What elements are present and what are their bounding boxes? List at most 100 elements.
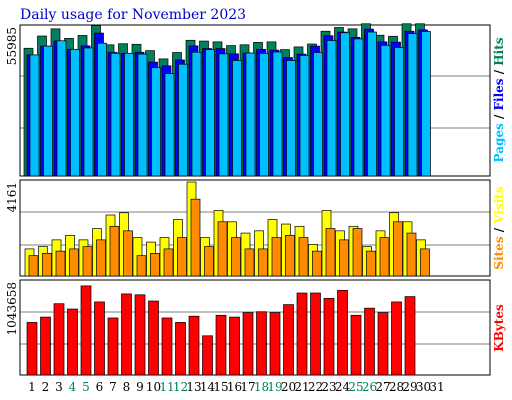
legend: Sites / Visits [492, 186, 506, 269]
x-tick-day-18: 18 [254, 380, 269, 394]
bar-pages-day-28 [394, 47, 404, 177]
bar-pages-day-25 [353, 38, 364, 177]
bar-kbytes-day-7 [107, 317, 119, 376]
bar-kbytes-day-8 [121, 293, 132, 376]
x-tick-day-23: 23 [321, 380, 336, 394]
panel-visits_sites: 4161 Sites / Visits [5, 179, 506, 277]
bar-pages-day-22 [313, 52, 323, 177]
panel-hits_files_pages: 55985 Pages / Files / Hits [5, 23, 506, 177]
panel-kbytes: 1043658 KBytes [5, 279, 506, 376]
x-tick-day-17: 17 [240, 380, 255, 394]
bar-kbytes-day-27 [377, 312, 389, 376]
bar-sites-day-7 [109, 225, 120, 277]
bar-kbytes-day-5 [80, 285, 92, 376]
bar-pages-day-30 [421, 31, 431, 177]
bar-kbytes-day-6 [94, 301, 105, 376]
bar-kbytes-day-21 [296, 292, 308, 376]
legend: Pages / Files / Hits [492, 37, 506, 162]
x-tick-day-5: 5 [82, 380, 90, 394]
bar-sites-day-5 [82, 246, 93, 277]
bar-kbytes-day-22 [310, 292, 321, 376]
bar-sites-day-18 [258, 248, 268, 277]
x-tick-day-11: 11 [159, 380, 174, 394]
x-tick-day-19: 19 [267, 380, 282, 394]
bar-kbytes-day-19 [269, 312, 281, 376]
legend-visits: Visits [492, 186, 506, 225]
bar-kbytes-day-26 [364, 307, 375, 376]
bar-pages-day-23 [326, 40, 337, 177]
x-tick-day-31: 31 [429, 380, 444, 394]
bar-kbytes-day-15 [215, 314, 227, 376]
bar-sites-day-8 [123, 230, 133, 277]
x-tick-day-9: 9 [136, 380, 144, 394]
x-tick-day-10: 10 [146, 380, 161, 394]
bar-sites-day-20 [285, 234, 295, 277]
bar-pages-day-5 [83, 47, 94, 177]
bar-sites-day-29 [406, 232, 417, 277]
bar-sites-day-26 [366, 250, 376, 277]
x-tick-day-25: 25 [348, 380, 363, 394]
bar-kbytes-day-28 [391, 301, 402, 376]
bar-sites-day-12 [177, 237, 187, 277]
legend-files: Files [492, 78, 506, 110]
x-tick-day-4: 4 [69, 380, 77, 394]
bar-sites-day-23 [325, 228, 336, 277]
bar-sites-day-24 [339, 239, 349, 277]
bar-sites-day-15 [217, 221, 228, 277]
bar-sites-day-16 [231, 237, 241, 277]
x-tick-day-12: 12 [173, 380, 188, 394]
bar-pages-day-21 [299, 55, 310, 177]
x-tick-day-20: 20 [281, 380, 296, 394]
bar-pages-day-7 [110, 52, 121, 177]
bar-pages-day-24 [340, 32, 350, 177]
bar-pages-day-20 [286, 60, 296, 177]
chart-title: Daily usage for November 2023 [20, 7, 246, 23]
x-tick-day-14: 14 [200, 380, 216, 394]
bar-kbytes-day-18 [256, 311, 267, 376]
bar-pages-day-17 [245, 52, 256, 177]
bar-sites-day-25 [352, 228, 363, 277]
bar-sites-day-30 [420, 248, 430, 277]
x-tick-day-24: 24 [335, 380, 351, 394]
x-tick-day-21: 21 [294, 380, 309, 394]
bar-kbytes-day-3 [53, 303, 65, 376]
bar-pages-day-4 [70, 48, 80, 177]
legend-hits: Hits [492, 37, 506, 65]
bar-pages-day-15 [218, 53, 229, 177]
bar-kbytes-day-25 [350, 314, 362, 376]
bar-sites-day-6 [96, 239, 106, 277]
y-max-label: 55985 [5, 27, 19, 65]
x-tick-day-6: 6 [96, 380, 104, 394]
legend-pages: Pages [492, 123, 506, 163]
bar-kbytes-day-20 [283, 304, 294, 376]
bar-kbytes-day-24 [337, 289, 348, 376]
bar-kbytes-day-11 [161, 317, 173, 376]
x-tick-day-8: 8 [123, 380, 131, 394]
legend: KBytes [492, 304, 506, 352]
legend-kbytes: KBytes [492, 304, 506, 352]
bar-pages-day-2 [43, 45, 53, 177]
bar-kbytes-day-13 [188, 315, 200, 376]
bar-sites-day-11 [163, 248, 174, 277]
bar-sites-day-22 [312, 250, 322, 277]
x-tick-day-15: 15 [213, 380, 228, 394]
bar-pages-day-11 [164, 73, 175, 177]
bar-sites-day-19 [271, 237, 282, 277]
bar-pages-day-6 [97, 42, 107, 177]
legend-separator: / [492, 110, 506, 123]
bar-pages-day-18 [259, 52, 269, 177]
x-tick-day-1: 1 [28, 380, 36, 394]
bar-pages-day-3 [56, 40, 67, 177]
bar-kbytes-day-23 [323, 298, 335, 376]
x-tick-day-26: 26 [362, 380, 377, 394]
legend-separator: / [492, 66, 506, 79]
bar-pages-day-10 [151, 67, 161, 177]
bar-sites-day-10 [150, 253, 160, 277]
bar-sites-day-17 [244, 248, 255, 277]
bar-sites-day-14 [204, 246, 214, 277]
y-max-label: 1043658 [5, 282, 19, 335]
x-tick-day-2: 2 [42, 380, 50, 394]
bar-pages-day-19 [272, 51, 283, 177]
bar-sites-day-1 [28, 255, 39, 277]
